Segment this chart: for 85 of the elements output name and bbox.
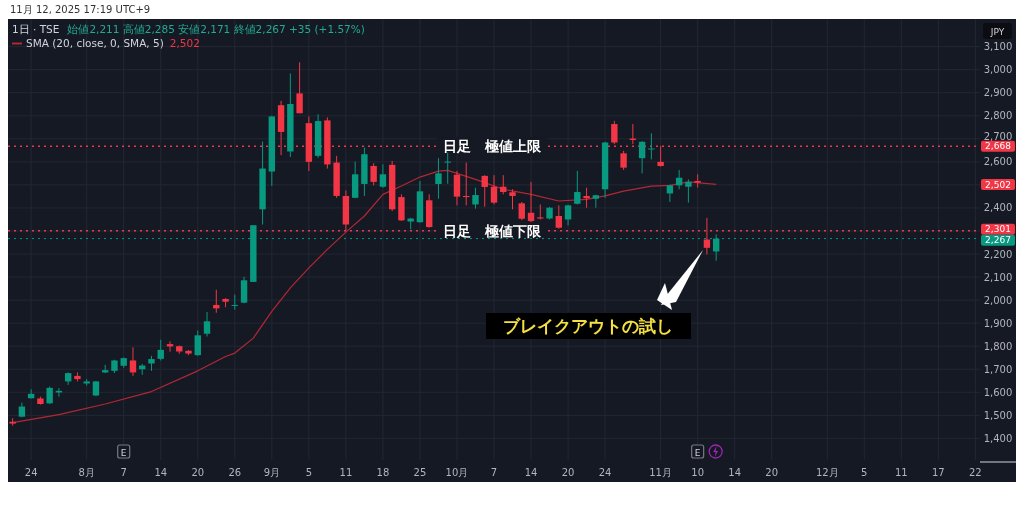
x-tick-label: 8月 xyxy=(78,467,95,478)
ref-line-label: 日足 極値上限 xyxy=(443,138,542,155)
x-tick-label: 11月 xyxy=(649,467,672,478)
y-tick-label: 2,200 xyxy=(983,248,1013,260)
y-tick-label: 2,000 xyxy=(983,294,1013,306)
y-tick-label: 1,800 xyxy=(983,340,1013,352)
x-tick-label: 22 xyxy=(969,467,982,478)
annotation: 2,267 xyxy=(985,235,1011,246)
y-tick-label: 2,700 xyxy=(983,130,1013,142)
x-tick-label: 9月 xyxy=(263,467,281,478)
annotation: E xyxy=(120,447,127,458)
annotation: E xyxy=(694,447,701,458)
x-tick-label: 10 xyxy=(691,467,705,478)
candlestick xyxy=(351,161,359,199)
y-tick-label: 1,700 xyxy=(983,363,1013,375)
candlestick xyxy=(296,61,303,114)
x-tick-label: 24 xyxy=(24,467,38,478)
candlestick xyxy=(583,187,590,209)
candlestick xyxy=(472,187,479,210)
x-tick-label: 12月 xyxy=(815,467,839,478)
candlestick xyxy=(435,157,442,200)
y-axis-title: JPY xyxy=(989,27,1005,37)
x-tick-label: 20 xyxy=(765,467,779,478)
y-tick-label: 1,900 xyxy=(983,317,1013,329)
candlestick xyxy=(555,204,562,230)
annotation: 始値2,211 高値2,285 安値2,171 終値2,267 +35 (+1.57%) xyxy=(67,23,365,35)
candlestick xyxy=(444,152,451,185)
x-tick-label: 25 xyxy=(413,467,427,478)
candlestick xyxy=(518,201,525,221)
x-tick-label: 7 xyxy=(490,467,498,478)
candlestick xyxy=(527,181,535,223)
y-tick-label: 2,400 xyxy=(983,202,1013,214)
annotation: 2,502 xyxy=(985,179,1011,190)
y-tick-label: 2,600 xyxy=(983,156,1013,168)
y-tick-label: 1,500 xyxy=(983,409,1013,421)
y-tick-label: 2,100 xyxy=(983,271,1013,283)
x-tick-label: 20 xyxy=(191,467,205,478)
y-tick-label: 3,100 xyxy=(983,41,1013,53)
x-tick-label: 5 xyxy=(861,467,868,478)
candlestick xyxy=(453,170,461,206)
chart-title: 1日 · TSE xyxy=(12,23,60,35)
x-tick-label: 14 xyxy=(728,467,742,478)
candlestick xyxy=(129,346,137,377)
candlestick xyxy=(694,173,701,189)
annotation: 2,668 xyxy=(985,141,1012,152)
x-tick-label: 24 xyxy=(598,467,612,478)
candlestick xyxy=(398,193,405,222)
candlestick xyxy=(490,174,498,205)
candlestick xyxy=(509,188,516,210)
candlestick xyxy=(240,276,248,304)
y-tick-label: 1,600 xyxy=(983,386,1013,398)
x-tick-label: 20 xyxy=(561,467,575,478)
candlestick xyxy=(638,140,646,174)
annotation: 2,502 xyxy=(169,37,200,49)
candlestick xyxy=(574,170,581,205)
annotation: 2,301 xyxy=(985,224,1011,235)
chart-subtitle: 11月 12, 2025 17:19 UTC+9 xyxy=(10,4,151,15)
y-tick-label: 3,000 xyxy=(983,64,1013,76)
x-tick-label: 14 xyxy=(154,467,168,478)
candlestick xyxy=(666,184,674,203)
x-tick-label: 11 xyxy=(339,467,353,478)
candlestick xyxy=(231,294,238,311)
candlestick xyxy=(685,178,692,204)
candlestick xyxy=(648,132,655,160)
x-tick-label: 26 xyxy=(228,467,242,478)
candlestick xyxy=(203,311,211,337)
candlestick xyxy=(379,163,387,189)
x-tick-label: 5 xyxy=(305,467,313,478)
x-tick-label: 7 xyxy=(120,467,127,478)
candlestick xyxy=(481,174,488,208)
x-tick-label: 17 xyxy=(931,467,945,478)
ref-line-label: 日足 極値下限 xyxy=(443,222,542,239)
x-tick-label: 11 xyxy=(894,467,908,478)
candlestick xyxy=(370,162,377,186)
annotation: ブレイクアウトの試し xyxy=(503,316,673,336)
y-tick-label: 2,900 xyxy=(983,87,1013,99)
candlestick xyxy=(620,150,627,171)
x-tick-label: 10月 xyxy=(445,467,469,478)
y-tick-label: 1,400 xyxy=(983,432,1013,444)
legend-label: SMA (20, close, 0, SMA, 5) xyxy=(26,37,164,49)
candlestick xyxy=(194,330,201,357)
y-tick-label: 2,800 xyxy=(983,110,1013,122)
candlestick xyxy=(157,339,164,361)
x-tick-label: 18 xyxy=(376,467,390,478)
x-tick-label: 14 xyxy=(524,467,538,478)
